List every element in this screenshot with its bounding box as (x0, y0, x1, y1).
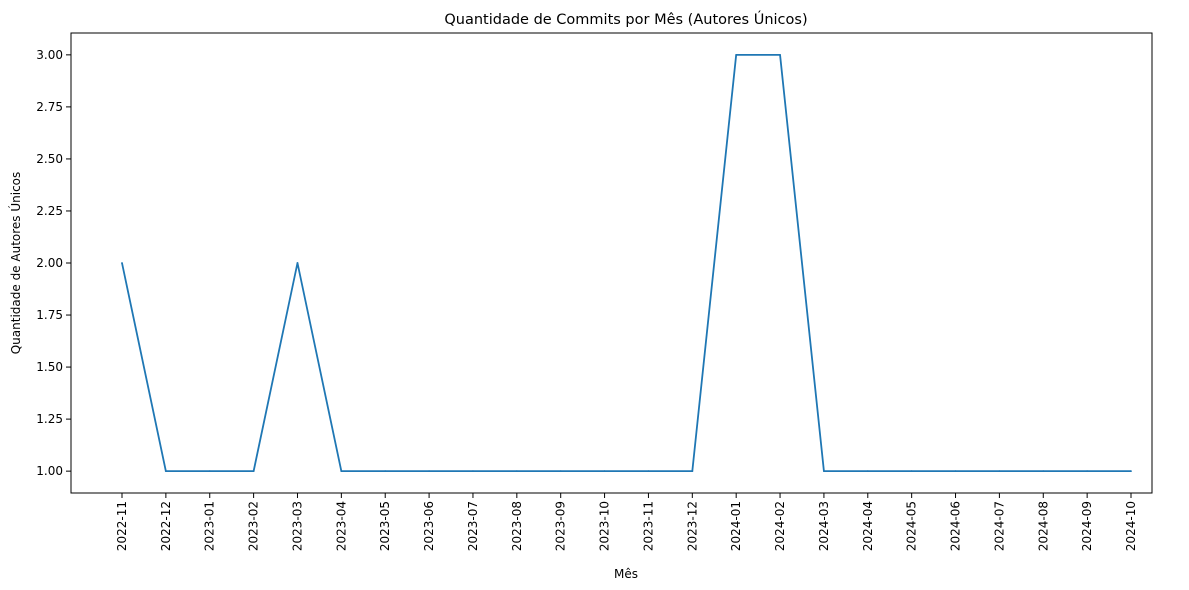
y-tick-label: 1.25 (36, 412, 63, 426)
x-tick-label: 2024-02 (773, 501, 787, 551)
plot-area (70, 32, 1153, 494)
data-point (866, 470, 869, 473)
x-tick-label: 2023-03 (290, 501, 304, 551)
x-tick-label: 2023-06 (422, 501, 436, 551)
y-tick-label: 1.50 (36, 360, 63, 374)
series-line-0 (121, 53, 1132, 473)
x-tick-label: 2023-02 (247, 501, 261, 551)
data-point (515, 470, 518, 473)
data-point (559, 470, 562, 473)
y-tick-label: 3.00 (36, 48, 63, 62)
data-point (384, 470, 387, 473)
x-tick-label: 2023-07 (466, 501, 480, 551)
data-point (252, 470, 255, 473)
x-tick-label: 2024-08 (1036, 501, 1050, 551)
data-point (998, 470, 1001, 473)
data-point (164, 470, 167, 473)
x-axis-label: Mês (614, 567, 638, 581)
x-tick-label: 2023-08 (510, 501, 524, 551)
x-tick-label: 2024-01 (729, 501, 743, 551)
chart-title: Quantidade de Commits por Mês (Autores Ú… (444, 10, 807, 28)
x-tick-label: 2023-10 (598, 501, 612, 551)
x-tick-label: 2022-12 (159, 501, 173, 551)
y-axis: 1.00 1.25 1.50 1.75 2.00 2.25 2.50 2.75 3.00 (36, 48, 71, 478)
data-point (121, 262, 123, 264)
data-point (910, 470, 913, 473)
y-tick-label: 2.50 (36, 152, 63, 166)
x-tick-label: 2023-09 (554, 501, 568, 551)
x-tick-label: 2024-07 (992, 501, 1006, 551)
data-point (735, 53, 738, 56)
x-tick-label: 2022-11 (115, 501, 129, 551)
y-tick-label: 1.75 (36, 308, 63, 322)
data-point (823, 470, 825, 473)
y-tick-label: 2.75 (36, 100, 63, 114)
data-point (1042, 470, 1045, 473)
data-point (954, 470, 957, 473)
data-point (340, 470, 343, 473)
data-point (1130, 470, 1132, 473)
y-tick-label: 2.00 (36, 256, 63, 270)
data-point (647, 470, 650, 473)
x-tick-label: 2024-04 (861, 501, 875, 551)
data-point (779, 53, 781, 56)
x-tick-label: 2024-06 (949, 501, 963, 551)
x-tick-label: 2024-09 (1080, 501, 1094, 551)
x-tick-label: 2023-12 (685, 501, 699, 551)
data-point (428, 470, 430, 473)
x-tick-label: 2023-11 (641, 501, 655, 551)
data-point (691, 470, 694, 473)
x-tick-label: 2023-04 (334, 501, 348, 551)
series-group (121, 53, 1132, 473)
data-point (603, 470, 606, 473)
data-point (296, 262, 299, 264)
data-point (1086, 470, 1089, 473)
x-tick-label: 2023-05 (378, 501, 392, 551)
x-tick-label: 2024-05 (905, 501, 919, 551)
data-point (472, 470, 474, 473)
x-tick-label: 2024-03 (817, 501, 831, 551)
y-axis-label: Quantidade de Autores Únicos (8, 172, 23, 355)
y-tick-label: 1.00 (36, 464, 63, 478)
x-tick-label: 2024-10 (1124, 501, 1138, 551)
x-tick-label: 2023-01 (203, 501, 217, 551)
x-axis: 2022-11 2022-12 2023-01 2023-02 2023-03 2023-… (115, 493, 1138, 551)
y-tick-label: 2.25 (36, 204, 63, 218)
data-point (208, 470, 211, 473)
